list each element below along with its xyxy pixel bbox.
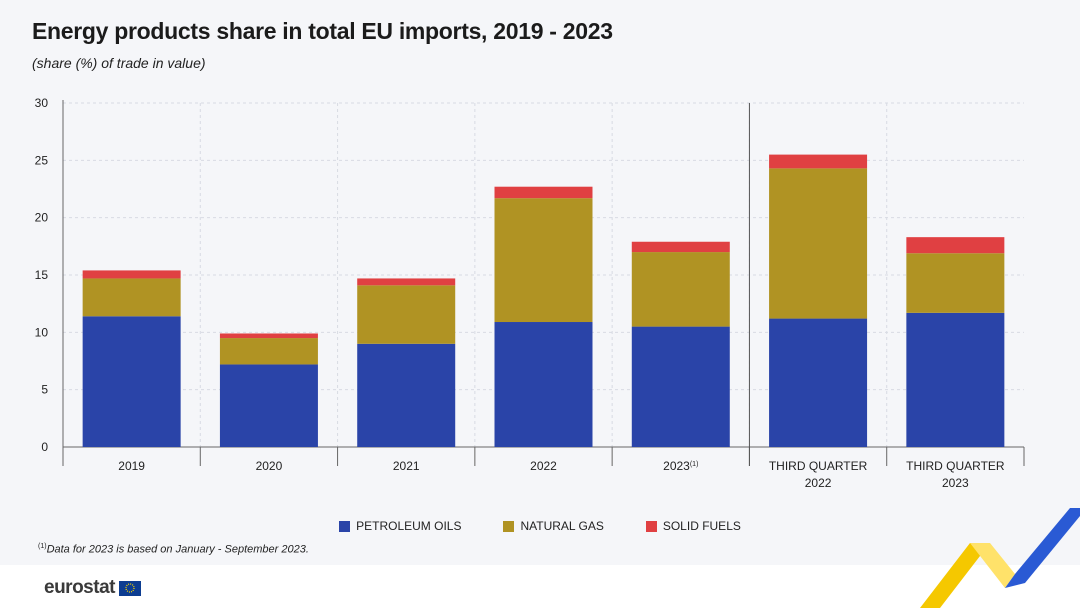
- y-tick-label: 0: [41, 440, 48, 454]
- bar-petroleum-oils: [494, 322, 593, 447]
- x-category-label-line2: 2023: [942, 476, 969, 490]
- bar-natural-gas: [631, 252, 730, 327]
- bar-natural-gas: [357, 285, 456, 344]
- bar-solid-fuels: [631, 241, 730, 253]
- eurostat-logo: eurostat: [44, 577, 141, 599]
- x-category-label: 2019: [118, 459, 145, 473]
- bar-petroleum-oils: [82, 316, 181, 447]
- bar-solid-fuels: [494, 186, 593, 199]
- legend-label-natural-gas: NATURAL GAS: [520, 519, 604, 533]
- bar-solid-fuels: [357, 278, 456, 286]
- x-category-label: THIRD QUARTER: [769, 459, 868, 473]
- legend-swatch-petroleum-oils: [339, 520, 351, 532]
- bar-petroleum-oils: [906, 312, 1005, 447]
- y-tick-label: 30: [35, 96, 49, 110]
- bar-natural-gas: [906, 253, 1005, 313]
- logo-text: eurostat: [44, 577, 115, 598]
- legend-swatch-solid-fuels: [645, 520, 657, 532]
- y-tick-label: 10: [35, 325, 49, 339]
- bar-petroleum-oils: [219, 364, 318, 447]
- chart-subtitle: (share (%) of trade in value): [32, 55, 206, 71]
- legend-item-petroleum-oils: PETROLEUM OILS: [339, 519, 461, 533]
- x-category-label-line2: 2022: [805, 476, 832, 490]
- x-category-label: 2023(1): [663, 459, 698, 473]
- y-tick-label: 25: [35, 153, 49, 167]
- bar-solid-fuels: [906, 237, 1005, 254]
- x-category-label: 2021: [393, 459, 420, 473]
- bar-petroleum-oils: [357, 343, 456, 447]
- legend-swatch-natural-gas: [503, 520, 515, 532]
- legend-item-natural-gas: NATURAL GAS: [503, 519, 604, 533]
- bar-solid-fuels: [82, 270, 181, 279]
- footnote-marker: (1): [38, 543, 47, 550]
- legend-label-solid-fuels: SOLID FUELS: [662, 519, 741, 533]
- bar-solid-fuels: [219, 333, 318, 339]
- legend: PETROLEUM OILS NATURAL GAS SOLID FUELS: [0, 519, 1080, 533]
- bar-solid-fuels: [769, 154, 868, 169]
- footnote: (1)Data for 2023 is based on January - S…: [38, 543, 309, 556]
- bar-natural-gas: [219, 338, 318, 365]
- decorative-corner-shape: [920, 508, 1080, 608]
- x-category-label: 2020: [256, 459, 283, 473]
- bar-natural-gas: [82, 278, 181, 317]
- x-category-label: THIRD QUARTER: [906, 459, 1005, 473]
- footnote-text: Data for 2023 is based on January - Sept…: [46, 543, 309, 556]
- bar-petroleum-oils: [631, 326, 730, 447]
- bar-natural-gas: [769, 168, 868, 319]
- y-tick-label: 20: [35, 211, 49, 225]
- chart-title: Energy products share in total EU import…: [32, 18, 613, 44]
- footer: eurostat: [0, 508, 1080, 608]
- eu-flag-icon: [118, 580, 141, 596]
- y-tick-label: 5: [41, 383, 48, 397]
- bar-natural-gas: [494, 198, 593, 323]
- x-category-superscript: (1): [690, 461, 699, 468]
- legend-label-petroleum-oils: PETROLEUM OILS: [356, 519, 462, 533]
- legend-item-solid-fuels: SOLID FUELS: [645, 519, 741, 533]
- bar-petroleum-oils: [769, 318, 868, 447]
- x-category-label: 2022: [530, 459, 557, 473]
- y-tick-label: 15: [35, 268, 49, 282]
